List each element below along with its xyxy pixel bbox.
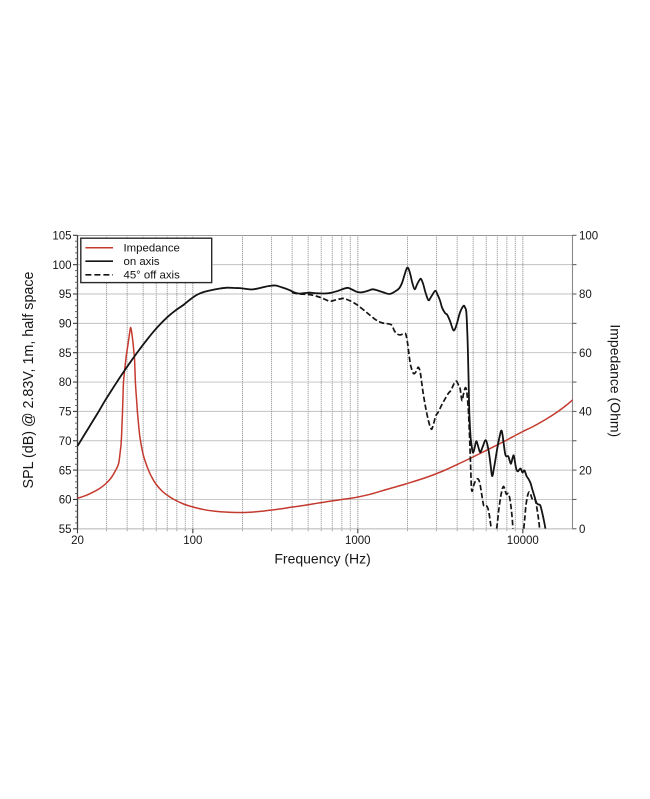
svg-text:100: 100 [579, 231, 598, 243]
svg-text:1000: 1000 [345, 535, 371, 547]
svg-text:75: 75 [59, 407, 72, 419]
svg-text:10000: 10000 [507, 535, 539, 547]
svg-text:70: 70 [59, 436, 72, 448]
svg-text:20: 20 [579, 465, 592, 477]
svg-text:40: 40 [579, 407, 592, 419]
svg-text:45° off axis: 45° off axis [124, 270, 181, 282]
svg-text:20: 20 [71, 535, 84, 547]
svg-text:80: 80 [59, 377, 72, 389]
svg-text:95: 95 [59, 289, 72, 301]
svg-text:80: 80 [579, 289, 592, 301]
svg-text:Impedance (Ohm): Impedance (Ohm) [608, 324, 624, 437]
svg-text:0: 0 [579, 524, 585, 536]
svg-text:100: 100 [183, 535, 202, 547]
svg-text:55: 55 [59, 524, 72, 536]
svg-text:60: 60 [579, 348, 592, 360]
svg-text:105: 105 [52, 231, 71, 243]
svg-text:85: 85 [59, 348, 72, 360]
svg-text:100: 100 [52, 260, 71, 272]
svg-text:on axis: on axis [124, 256, 160, 268]
svg-text:60: 60 [59, 495, 72, 507]
svg-text:SPL (dB) @ 2.83V, 1m, half spa: SPL (dB) @ 2.83V, 1m, half space [21, 272, 37, 489]
svg-text:90: 90 [59, 319, 72, 331]
svg-text:Frequency (Hz): Frequency (Hz) [274, 551, 370, 567]
svg-text:65: 65 [59, 465, 72, 477]
svg-text:Impedance: Impedance [124, 243, 180, 255]
